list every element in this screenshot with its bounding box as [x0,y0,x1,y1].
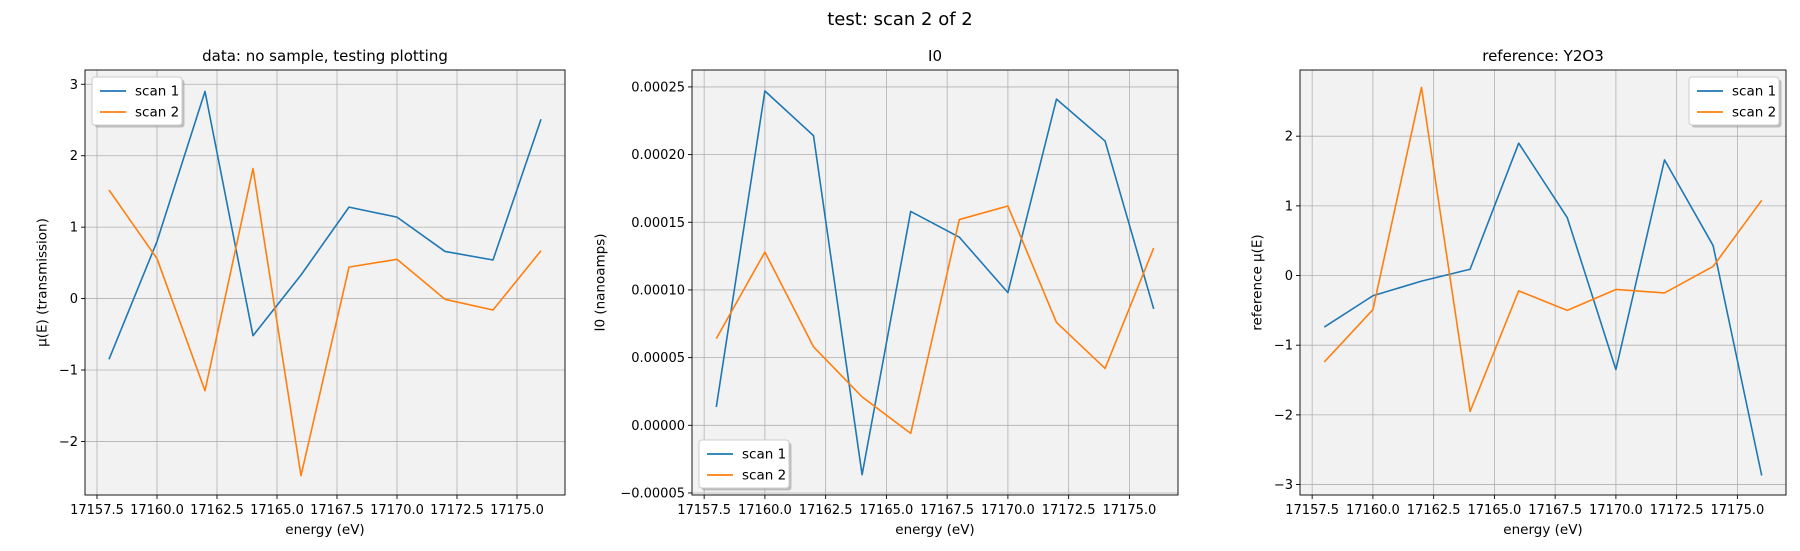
x-tick-label: 17172.5 [1650,503,1704,518]
y-tick-label: −1 [1274,339,1293,354]
x-tick-label: 17165.0 [1468,503,1522,518]
legend-entry-1: scan 1 [1732,84,1776,100]
x-tick-label: 17157.5 [70,503,124,518]
y-axis-label: μ(E) (transmission) [35,218,51,347]
x-tick-label: 17160.0 [1346,503,1400,518]
y-tick-label: 0 [1285,269,1293,284]
series-line-1 [715,90,1155,476]
x-axis-label: energy (eV) [895,522,974,538]
y-tick-label: −0.00005 [620,486,685,501]
y-tick-label: 0.00010 [631,283,685,298]
chart-title: reference: Y2O3 [1482,47,1604,65]
y-tick-label: 2 [70,149,78,164]
axes-frame [84,69,566,496]
x-tick-label: 17157.5 [677,503,731,518]
series-line-1 [108,90,542,360]
x-tick-label: 17157.5 [1285,503,1339,518]
legend: scan 1 scan 2 [1688,76,1782,128]
legend-box [698,439,790,489]
legend: scan 1 scan 2 [698,439,792,491]
axes-frame [691,69,1179,496]
chart-title: I0 [928,47,942,65]
x-tick-label: 17175.0 [1711,503,1765,518]
x-tick-label: 17172.5 [1042,503,1096,518]
x-tick-label: 17162.5 [190,503,244,518]
x-tick-label: 17167.5 [920,503,974,518]
x-tick-label: 17167.5 [310,503,364,518]
x-tick-label: 17160.0 [130,503,184,518]
x-tick-label: 17165.0 [250,503,304,518]
chart-title: data: no sample, testing plotting [202,47,448,65]
series-line-2 [1323,86,1763,413]
axes-frame [1299,69,1787,496]
x-tick-label: 17165.0 [860,503,914,518]
y-tick-label: 2 [1285,130,1293,145]
x-tick-label: 17167.5 [1528,503,1582,518]
x-tick-label: 17162.5 [799,503,853,518]
x-tick-label: 17172.5 [430,503,484,518]
y-tick-label: 0.00005 [631,351,685,366]
y-tick-label: −3 [1274,478,1293,493]
series-line-2 [108,167,542,477]
legend-entry-1: scan 1 [742,447,786,463]
legend-entry-2: scan 2 [1732,105,1776,121]
legend-box [1688,76,1780,126]
y-tick-label: 0.00015 [631,216,685,231]
y-tick-label: 0.00025 [631,80,685,95]
x-tick-label: 17175.0 [1103,503,1157,518]
x-tick-label: 17162.5 [1407,503,1461,518]
x-tick-label: 17160.0 [738,503,792,518]
x-tick-label: 17170.0 [981,503,1035,518]
y-tick-label: 3 [70,78,78,93]
legend: scan 1 scan 2 [91,76,185,128]
y-tick-label: 0.00000 [631,419,685,434]
chart-panel-2: 17157.5 17160.0 17162.5 17165.0 17167.5 17170… [592,47,1179,538]
series-line-1 [1323,142,1763,476]
y-axis-label: I0 (nanoamps) [592,233,608,331]
y-tick-label: −1 [59,364,78,379]
figure-suptitle: test: scan 2 of 2 [827,9,973,30]
y-tick-label: 1 [70,221,78,236]
y-tick-label: 0.00020 [631,148,685,163]
y-axis-label: reference μ(E) [1250,234,1266,330]
plot-area [692,70,1178,495]
x-axis-label: energy (eV) [285,522,364,538]
series-line-2 [715,205,1155,435]
legend-box [91,76,183,126]
plot-area [1300,70,1786,495]
y-tick-label: 1 [1285,199,1293,214]
y-tick-label: −2 [1274,408,1293,423]
chart-panel-3: 17157.5 17160.0 17162.5 17165.0 17167.5 17170… [1250,47,1787,538]
chart-panel-1: 17157.5 17160.0 17162.5 17165.0 17167.5 17170… [35,47,566,538]
y-tick-label: 0 [70,292,78,307]
x-axis-label: energy (eV) [1503,522,1582,538]
legend-entry-2: scan 2 [135,105,179,121]
grid [692,70,1178,495]
x-tick-label: 17175.0 [490,503,544,518]
legend-entry-1: scan 1 [135,84,179,100]
y-tick-label: −2 [59,435,78,450]
x-tick-label: 17170.0 [370,503,424,518]
legend-entry-2: scan 2 [742,468,786,484]
x-tick-label: 17170.0 [1589,503,1643,518]
